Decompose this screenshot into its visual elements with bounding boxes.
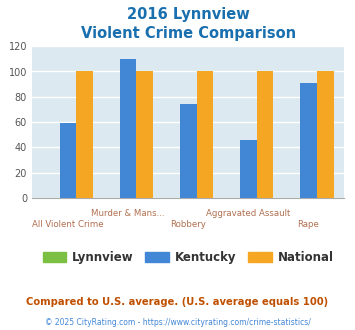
Bar	[136, 72, 153, 198]
Bar	[257, 72, 273, 198]
Bar	[60, 123, 76, 198]
Bar	[120, 59, 136, 198]
Text: Robbery: Robbery	[170, 219, 206, 228]
Legend: Lynnview, Kentucky, National: Lynnview, Kentucky, National	[38, 247, 339, 269]
Text: All Violent Crime: All Violent Crime	[32, 219, 104, 228]
Text: Murder & Mans...: Murder & Mans...	[91, 210, 165, 218]
Text: Rape: Rape	[297, 219, 319, 228]
Bar	[240, 140, 257, 198]
Bar	[180, 104, 197, 198]
Bar	[76, 72, 93, 198]
Title: 2016 Lynnview
Violent Crime Comparison: 2016 Lynnview Violent Crime Comparison	[81, 7, 296, 41]
Text: Compared to U.S. average. (U.S. average equals 100): Compared to U.S. average. (U.S. average …	[26, 297, 329, 307]
Bar	[197, 72, 213, 198]
Bar	[317, 72, 334, 198]
Bar	[300, 83, 317, 198]
Text: © 2025 CityRating.com - https://www.cityrating.com/crime-statistics/: © 2025 CityRating.com - https://www.city…	[45, 318, 310, 327]
Text: Aggravated Assault: Aggravated Assault	[206, 210, 290, 218]
